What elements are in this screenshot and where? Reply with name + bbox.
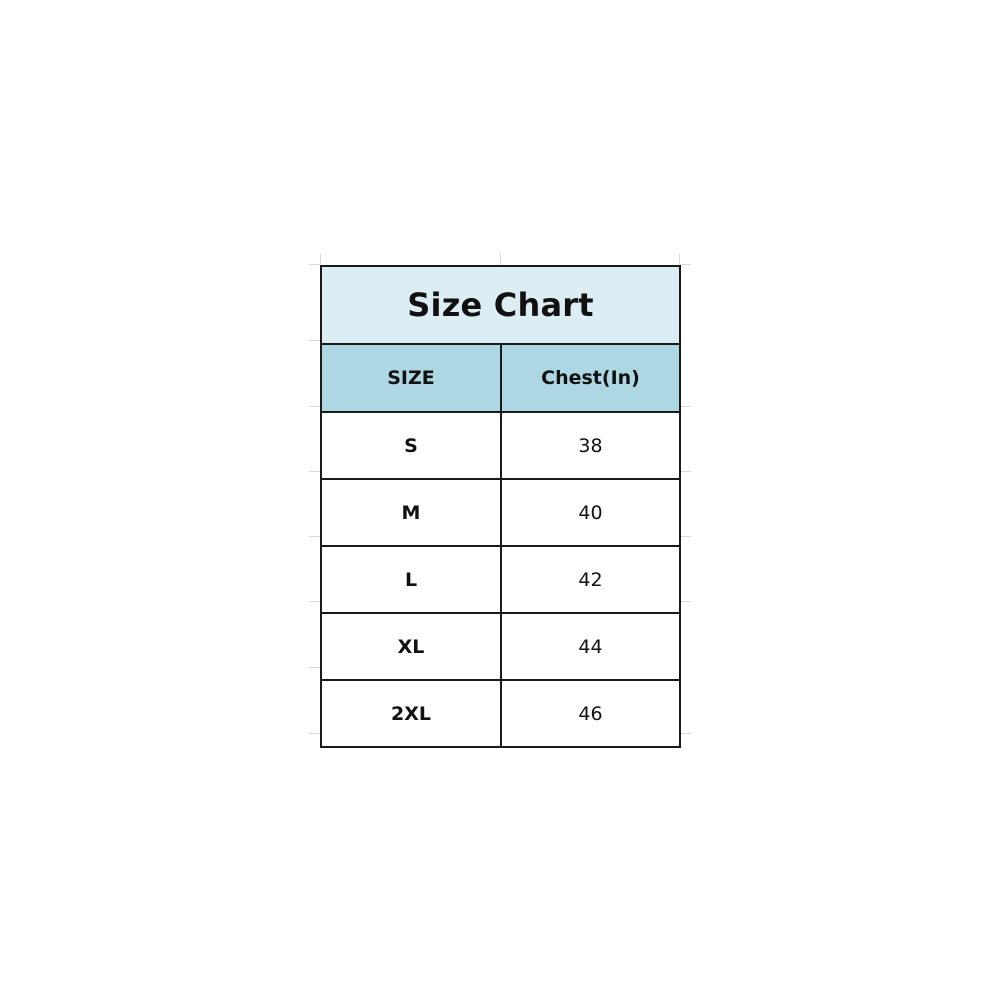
cell-chest: 38	[499, 411, 682, 480]
gridline-tick	[680, 733, 691, 734]
column-header-size: SIZE	[320, 343, 502, 413]
gridline-tick	[680, 536, 691, 537]
gridline-tick	[309, 667, 320, 668]
page-title: Size Chart	[319, 265, 682, 345]
gridline-tick	[680, 601, 691, 602]
size-chart-table: Size Chart SIZE Chest(In) S 38 M 40 L 42…	[319, 265, 682, 748]
gridline-tick	[680, 406, 691, 407]
cell-chest: 42	[499, 545, 682, 614]
cell-chest: 44	[499, 612, 682, 681]
gridline-tick	[309, 406, 320, 407]
gridline-tick	[309, 264, 320, 265]
table-title-row: Size Chart	[319, 265, 682, 345]
gridline-tick	[309, 601, 320, 602]
table-row: M 40	[320, 478, 682, 547]
gridline-tick	[680, 471, 691, 472]
cell-chest: 40	[499, 478, 682, 547]
table-row: L 42	[320, 545, 682, 614]
table-row: 2XL 46	[320, 679, 682, 748]
cell-size: 2XL	[320, 679, 502, 748]
cell-chest: 46	[499, 679, 682, 748]
gridline-tick	[309, 340, 320, 341]
gridline-tick	[320, 254, 321, 265]
table-row: XL 44	[320, 612, 682, 681]
table-row: S 38	[320, 411, 682, 480]
cell-size: XL	[320, 612, 502, 681]
table-header-row: SIZE Chest(In)	[320, 343, 682, 413]
gridline-tick	[679, 254, 680, 265]
cell-size: L	[320, 545, 502, 614]
gridline-tick	[309, 471, 320, 472]
cell-size: M	[320, 478, 502, 547]
gridline-tick	[309, 733, 320, 734]
column-header-chest: Chest(In)	[499, 343, 682, 413]
gridline-tick	[500, 254, 501, 265]
gridline-tick	[309, 536, 320, 537]
cell-size: S	[320, 411, 502, 480]
gridline-tick	[680, 264, 691, 265]
